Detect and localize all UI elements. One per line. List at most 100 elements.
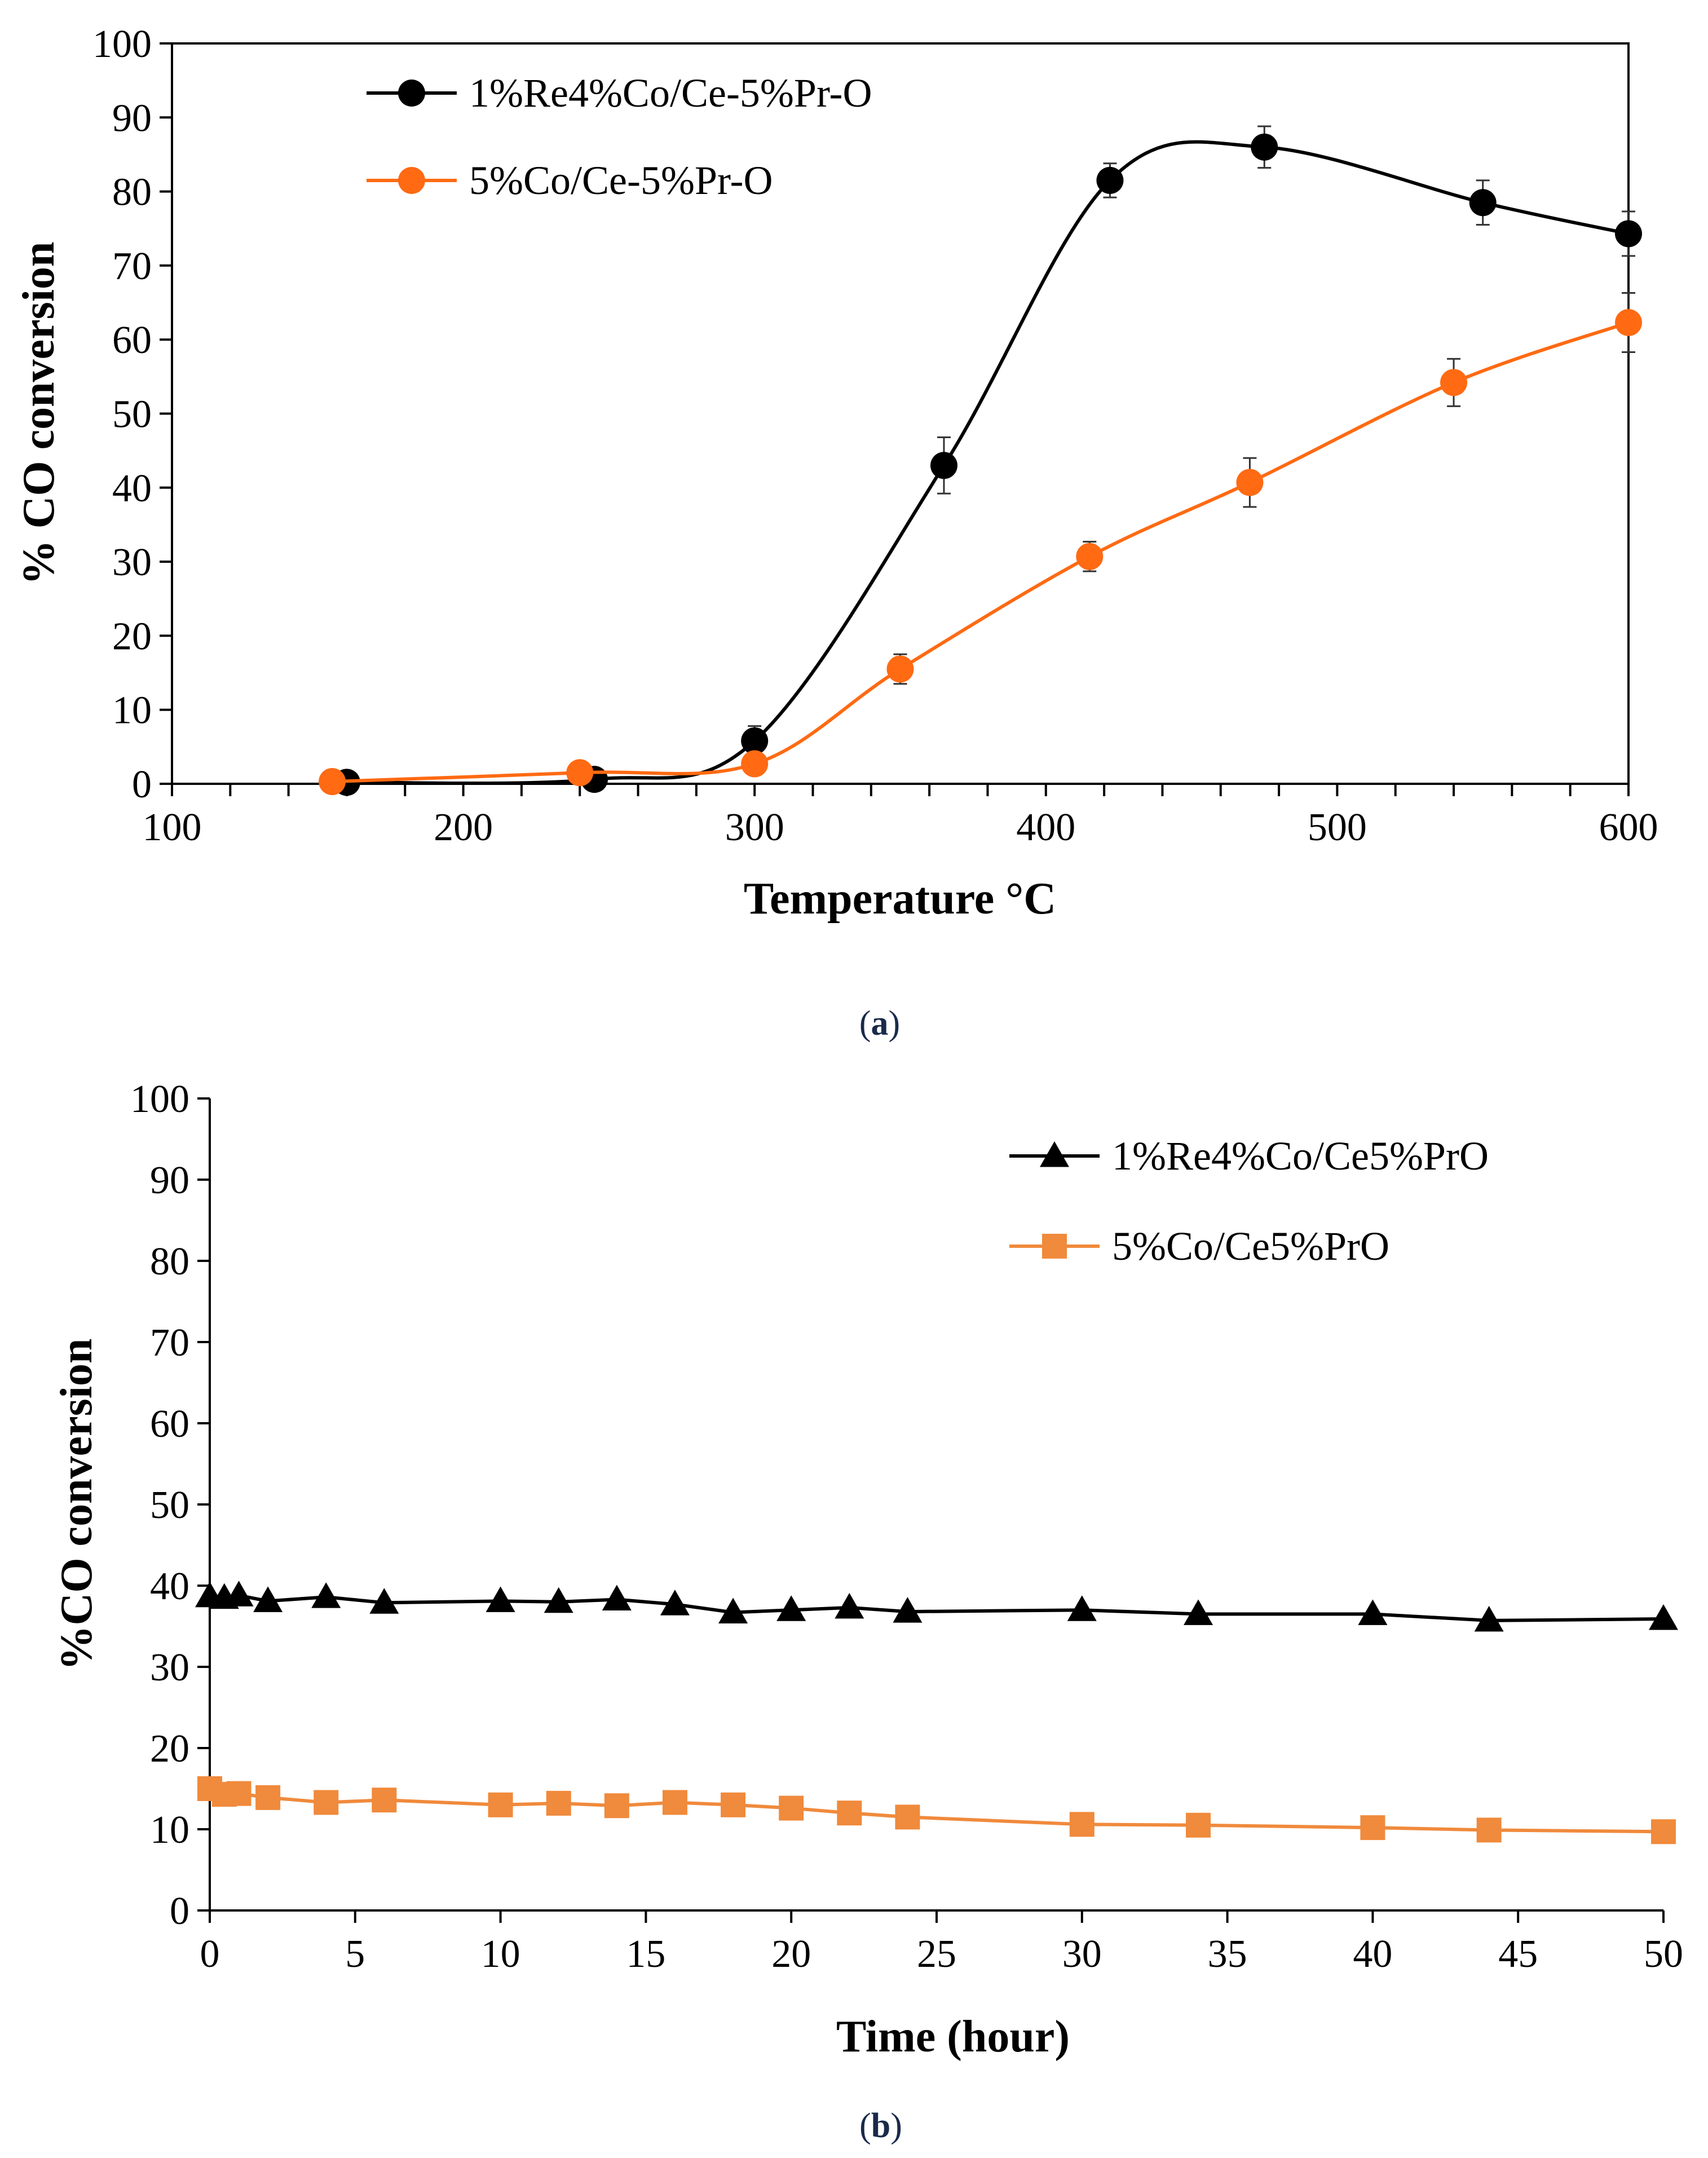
data-point bbox=[1649, 1604, 1678, 1630]
x-tick-label: 20 bbox=[771, 1932, 811, 1976]
legend-marker bbox=[1040, 1141, 1069, 1167]
data-point bbox=[1184, 1599, 1213, 1625]
x-tick-label: 0 bbox=[200, 1932, 220, 1976]
x-tick-label: 600 bbox=[1599, 806, 1658, 849]
y-tick-label: 10 bbox=[112, 689, 152, 732]
data-point bbox=[721, 1792, 746, 1817]
data-point bbox=[835, 1592, 864, 1619]
data-point bbox=[1651, 1819, 1676, 1844]
data-point bbox=[886, 655, 914, 683]
y-tick-label: 80 bbox=[112, 171, 152, 214]
data-point bbox=[1615, 220, 1642, 248]
series-line bbox=[209, 1594, 1664, 1622]
x-tick-label: 30 bbox=[1062, 1932, 1102, 1976]
data-point bbox=[893, 1597, 923, 1623]
x-tick-label: 200 bbox=[434, 806, 493, 849]
data-point bbox=[253, 1586, 283, 1612]
data-point bbox=[311, 1582, 341, 1608]
data-point bbox=[486, 1586, 515, 1612]
data-point bbox=[1476, 1817, 1502, 1843]
data-point bbox=[741, 727, 769, 754]
y-tick-label: 40 bbox=[150, 1565, 189, 1608]
panel-b-caption: (b) bbox=[859, 2107, 902, 2145]
data-point bbox=[1186, 1812, 1211, 1838]
y-tick-label: 50 bbox=[150, 1484, 189, 1527]
data-point bbox=[1360, 1815, 1385, 1841]
data-point bbox=[1236, 469, 1264, 496]
x-tick-label: 15 bbox=[626, 1932, 665, 1976]
data-point bbox=[895, 1804, 920, 1830]
series-line bbox=[209, 1787, 1664, 1834]
legend-label: 5%Co/Ce-5%Pr-O bbox=[469, 158, 773, 203]
legend-label: 5%Co/Ce5%PrO bbox=[1112, 1224, 1389, 1269]
panel-b-chart: 0 10 20 30 40 50 60 70 80 90 100 0 5 10 15 20 25 30 35 40 45… bbox=[52, 1078, 1683, 2145]
x-tick-label: 35 bbox=[1208, 1932, 1247, 1976]
y-tick-label: 60 bbox=[150, 1402, 189, 1446]
x-tick-label: 300 bbox=[725, 806, 784, 849]
data-point bbox=[741, 750, 769, 778]
data-point bbox=[662, 1790, 687, 1815]
y-tick-label: 30 bbox=[150, 1646, 189, 1689]
data-point bbox=[546, 1790, 571, 1816]
y-tick-label: 40 bbox=[112, 467, 152, 510]
x-tick-label: 10 bbox=[481, 1932, 520, 1976]
data-point bbox=[718, 1597, 748, 1624]
data-point bbox=[566, 759, 594, 787]
x-tick-label: 40 bbox=[1353, 1932, 1392, 1976]
data-point bbox=[319, 768, 346, 796]
y-tick-label: 0 bbox=[132, 763, 152, 806]
y-tick-label: 100 bbox=[92, 23, 152, 66]
data-point bbox=[1067, 1595, 1097, 1621]
data-point bbox=[1251, 133, 1278, 161]
x-tick-label: 25 bbox=[917, 1932, 956, 1976]
y-tick-label: 80 bbox=[150, 1240, 189, 1283]
data-point bbox=[1474, 1605, 1504, 1632]
data-point bbox=[602, 1585, 632, 1610]
data-point bbox=[660, 1590, 690, 1616]
legend-marker bbox=[398, 167, 425, 194]
panel-b-y-axis-label: %CO conversion bbox=[52, 1339, 101, 1671]
panel-a-chart: 0 10 20 30 40 50 60 70 80 90 100 100 200 300 400 500 600… bbox=[14, 23, 1658, 1043]
y-tick-label: 90 bbox=[150, 1159, 189, 1202]
data-point bbox=[1358, 1599, 1388, 1625]
panel-a-caption: (a) bbox=[859, 1004, 900, 1043]
x-tick-label: 100 bbox=[143, 806, 202, 849]
data-point bbox=[930, 452, 957, 479]
series-line bbox=[332, 321, 1629, 784]
y-tick-label: 60 bbox=[112, 319, 152, 362]
data-point bbox=[1469, 189, 1497, 217]
data-point bbox=[372, 1788, 397, 1813]
data-point bbox=[779, 1795, 804, 1821]
data-point bbox=[544, 1587, 573, 1613]
y-tick-label: 10 bbox=[150, 1808, 189, 1852]
data-point bbox=[776, 1595, 806, 1621]
data-point bbox=[314, 1790, 339, 1815]
data-point bbox=[604, 1793, 629, 1819]
data-point bbox=[488, 1792, 513, 1817]
panel-a-x-axis-label: Temperature °C bbox=[744, 874, 1056, 924]
legend-marker bbox=[398, 80, 425, 107]
panel-a-y-axis-label: % CO conversion bbox=[14, 242, 64, 585]
y-tick-label: 70 bbox=[150, 1321, 189, 1365]
x-tick-label: 400 bbox=[1016, 806, 1075, 849]
y-tick-label: 100 bbox=[130, 1078, 189, 1121]
data-point bbox=[1096, 166, 1124, 194]
series-line bbox=[346, 140, 1629, 785]
x-tick-label: 500 bbox=[1308, 806, 1367, 849]
panel-b-axes bbox=[209, 1098, 1663, 1912]
data-point bbox=[226, 1781, 251, 1806]
panel-b-x-axis-label: Time (hour) bbox=[836, 2012, 1070, 2062]
data-point bbox=[1440, 369, 1468, 396]
data-point bbox=[837, 1800, 862, 1826]
y-tick-label: 70 bbox=[112, 245, 152, 288]
data-point bbox=[255, 1785, 281, 1810]
data-point bbox=[1615, 309, 1642, 337]
y-tick-label: 50 bbox=[112, 393, 152, 436]
y-tick-label: 30 bbox=[112, 541, 152, 584]
x-tick-label: 5 bbox=[345, 1932, 365, 1976]
data-point bbox=[369, 1588, 399, 1614]
y-tick-label: 20 bbox=[112, 615, 152, 658]
legend-label: 1%Re4%Co/Ce5%PrO bbox=[1112, 1133, 1489, 1179]
data-point bbox=[224, 1581, 254, 1607]
